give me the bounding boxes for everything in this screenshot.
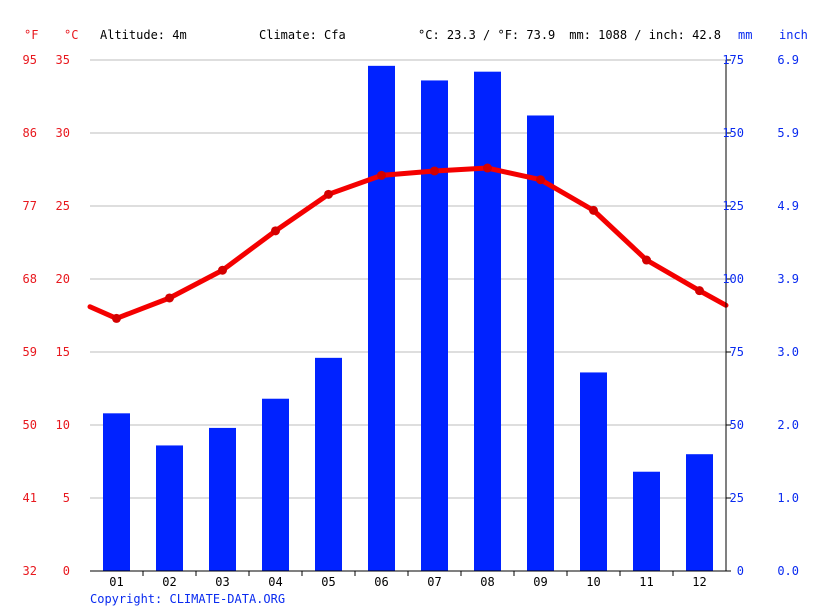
temperature-point — [165, 293, 174, 303]
precipitation-bar — [368, 65, 395, 571]
inch-tick-label: 2.0 — [777, 418, 799, 432]
inch-tick-label: 3.0 — [777, 345, 799, 359]
inch-unit-label: inch — [779, 28, 808, 42]
temperature-point — [271, 226, 280, 236]
fahrenheit-tick-label: 95 — [23, 53, 37, 67]
temperature-line — [87, 163, 729, 323]
fahrenheit-tick-label: 59 — [23, 345, 37, 359]
inch-tick-label: 0.0 — [777, 564, 799, 578]
month-tick-label: 11 — [639, 575, 653, 589]
mm-tick-label: 25 — [730, 491, 744, 505]
celsius-tick-label: 35 — [56, 53, 70, 67]
inch-tick-label: 3.9 — [777, 272, 799, 286]
temperature-point — [695, 286, 704, 296]
mm-tick-label: 75 — [730, 345, 744, 359]
celsius-tick-label: 15 — [56, 345, 70, 359]
precipitation-bar — [474, 71, 501, 572]
precipitation-bar — [209, 427, 236, 571]
celsius-tick-label: 25 — [56, 199, 70, 213]
month-tick-label: 02 — [162, 575, 176, 589]
axes — [90, 60, 727, 572]
mm-tick-label: 150 — [722, 126, 744, 140]
celsius-tick-label: 20 — [56, 272, 70, 286]
average-precipitation-label: mm: 1088 / inch: 42.8 — [569, 28, 721, 42]
inch-tick-label: 6.9 — [777, 53, 799, 67]
temperature-point — [483, 163, 492, 173]
precipitation-bar — [527, 115, 554, 571]
fahrenheit-tick-label: 50 — [23, 418, 37, 432]
month-tick-label: 04 — [268, 575, 282, 589]
temperature-point — [324, 189, 333, 199]
temperature-point — [642, 255, 651, 265]
mm-tick-label: 125 — [722, 199, 744, 213]
gridlines — [90, 59, 731, 576]
celsius-tick-label: 10 — [56, 418, 70, 432]
celsius-tick-label: 0 — [63, 564, 70, 578]
month-tick-label: 05 — [321, 575, 335, 589]
tick-labels: 32 0 0 0.041 5 25 1.050 10 50 2.059 15 75 3.068 20 100… — [23, 53, 799, 589]
temperature-point — [377, 170, 386, 180]
mm-tick-label: 50 — [730, 418, 744, 432]
precipitation-bar — [686, 454, 713, 571]
precipitation-bar — [103, 413, 130, 571]
precipitation-bars — [103, 65, 713, 572]
inch-tick-label: 4.9 — [777, 199, 799, 213]
precipitation-bar — [262, 398, 289, 571]
fahrenheit-tick-label: 77 — [23, 199, 37, 213]
precipitation-bar — [315, 357, 342, 571]
inch-tick-label: 5.9 — [777, 126, 799, 140]
precipitation-bar — [633, 471, 660, 571]
temperature-point — [536, 175, 545, 185]
month-tick-label: 12 — [692, 575, 706, 589]
month-tick-label: 01 — [109, 575, 123, 589]
fahrenheit-unit-label: °F — [24, 28, 38, 42]
month-tick-label: 09 — [533, 575, 547, 589]
temperature-point — [112, 313, 121, 323]
copyright-link[interactable]: Copyright: CLIMATE-DATA.ORG — [90, 592, 285, 606]
fahrenheit-tick-label: 86 — [23, 126, 37, 140]
inch-tick-label: 1.0 — [777, 491, 799, 505]
mm-tick-label: 100 — [722, 272, 744, 286]
month-tick-label: 10 — [586, 575, 600, 589]
average-temperature-label: °C: 23.3 / °F: 73.9 — [418, 28, 555, 42]
celsius-unit-label: °C — [64, 28, 78, 42]
precipitation-bar — [156, 445, 183, 571]
precipitation-bar — [421, 80, 448, 571]
celsius-tick-label: 30 — [56, 126, 70, 140]
temperature-point — [218, 265, 227, 275]
fahrenheit-tick-label: 32 — [23, 564, 37, 578]
precipitation-bar — [580, 372, 607, 571]
fahrenheit-tick-label: 68 — [23, 272, 37, 286]
climate-label: Climate: Cfa — [259, 28, 346, 42]
month-tick-label: 03 — [215, 575, 229, 589]
fahrenheit-tick-label: 41 — [23, 491, 37, 505]
mm-unit-label: mm — [738, 28, 752, 42]
mm-tick-label: 175 — [722, 53, 744, 67]
temperature-series-line — [87, 165, 729, 321]
mm-tick-label: 0 — [737, 564, 744, 578]
temperature-point — [589, 205, 598, 215]
month-tick-label: 08 — [480, 575, 494, 589]
month-tick-label: 07 — [427, 575, 441, 589]
celsius-tick-label: 5 — [63, 491, 70, 505]
altitude-label: Altitude: 4m — [100, 28, 187, 42]
temperature-point — [430, 166, 439, 176]
month-tick-label: 06 — [374, 575, 388, 589]
